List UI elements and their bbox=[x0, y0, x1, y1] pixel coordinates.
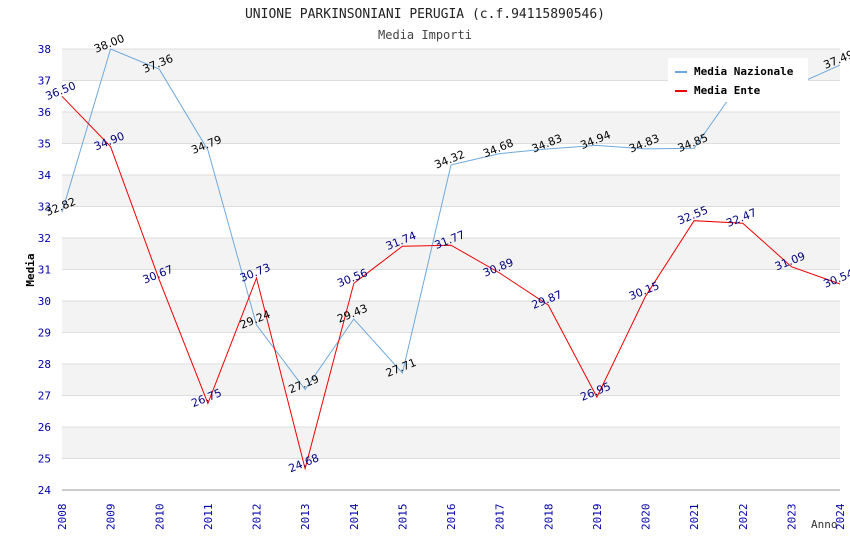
y-tick-label: 26 bbox=[38, 421, 51, 434]
x-axis-ticks: 2008 2009 2010 2011 2012 2013 2014 2015 2016 2017… bbox=[56, 503, 847, 530]
x-tick-label: 2023 bbox=[785, 504, 798, 531]
legend-label-media-nazionale: Media Nazionale bbox=[694, 65, 794, 78]
y-tick-label: 33 bbox=[38, 201, 51, 214]
x-tick-label: 2019 bbox=[591, 504, 604, 531]
data-label: 34.32 bbox=[433, 148, 467, 172]
x-tick-label: 2021 bbox=[688, 504, 701, 531]
x-tick-label: 2020 bbox=[640, 504, 653, 531]
y-tick-label: 34 bbox=[38, 169, 52, 182]
grid-lines bbox=[62, 48, 840, 491]
x-axis-label: Anno bbox=[811, 518, 838, 531]
legend-label-media-ente: Media Ente bbox=[694, 84, 761, 97]
grid-bands bbox=[62, 49, 840, 459]
series-line-media-nazionale bbox=[61, 48, 841, 391]
x-tick-label: 2011 bbox=[202, 504, 215, 531]
y-axis-label: Media bbox=[24, 253, 37, 286]
x-tick-label: 2024 bbox=[834, 503, 847, 530]
y-tick-label: 29 bbox=[38, 327, 51, 340]
legend: Media Nazionale Media Ente bbox=[668, 58, 808, 102]
grid-band bbox=[62, 364, 840, 396]
x-tick-label: 2009 bbox=[105, 504, 118, 531]
y-tick-label: 32 bbox=[38, 232, 51, 245]
grid-band bbox=[62, 238, 840, 270]
x-tick-label: 2013 bbox=[299, 504, 312, 531]
x-tick-label: 2018 bbox=[542, 504, 555, 531]
series-lines bbox=[61, 48, 841, 471]
grid-band bbox=[62, 175, 840, 207]
legend-box bbox=[668, 58, 808, 102]
y-tick-label: 36 bbox=[38, 106, 51, 119]
x-tick-label: 2014 bbox=[348, 503, 361, 530]
x-tick-label: 2022 bbox=[737, 504, 750, 531]
y-axis-ticks: 24 25 26 27 28 29 30 31 32 33 34 35 36 37 38 bbox=[38, 43, 52, 497]
y-tick-label: 27 bbox=[38, 390, 51, 403]
x-tick-label: 2016 bbox=[445, 504, 458, 531]
y-tick-label: 30 bbox=[38, 295, 51, 308]
x-tick-label: 2017 bbox=[494, 504, 507, 531]
y-tick-label: 24 bbox=[38, 484, 52, 497]
y-tick-label: 25 bbox=[38, 453, 51, 466]
grid-band bbox=[62, 112, 840, 144]
data-label: 32.55 bbox=[676, 204, 710, 228]
data-label: 32.47 bbox=[724, 206, 758, 230]
data-label: 30.54 bbox=[822, 267, 850, 291]
y-tick-label: 38 bbox=[38, 43, 51, 56]
y-tick-label: 28 bbox=[38, 358, 51, 371]
y-tick-label: 31 bbox=[38, 264, 51, 277]
x-tick-label: 2008 bbox=[56, 504, 69, 531]
x-tick-label: 2010 bbox=[153, 504, 166, 531]
grid-band bbox=[62, 427, 840, 459]
y-tick-label: 35 bbox=[38, 138, 51, 151]
chart-title: UNIONE PARKINSONIANI PERUGIA (c.f.941158… bbox=[245, 7, 605, 22]
y-tick-label: 37 bbox=[38, 75, 51, 88]
x-tick-label: 2012 bbox=[251, 504, 264, 531]
series-line-media-ente bbox=[61, 95, 841, 471]
grid-band bbox=[62, 301, 840, 333]
x-tick-label: 2015 bbox=[396, 504, 409, 531]
chart-subtitle: Media Importi bbox=[378, 28, 472, 42]
